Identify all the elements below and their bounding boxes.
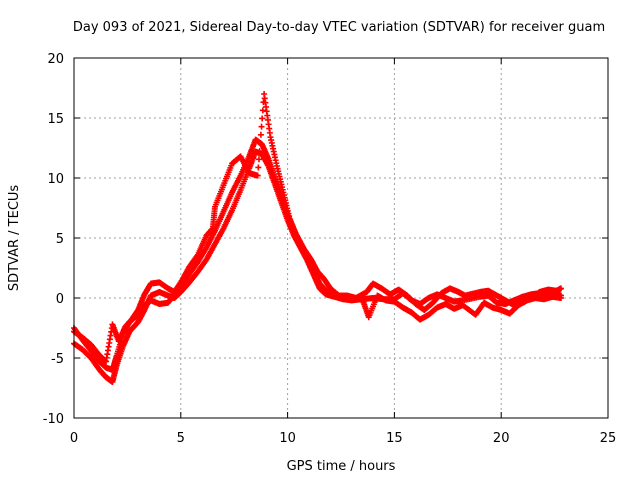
data-point [259,115,266,122]
data-point [558,285,565,292]
y-tick-label: 15 [47,112,64,127]
data-point [254,172,261,179]
data-point [558,295,565,301]
ticks-layer: 0 5 10 15 20 25 -10 -5 0 5 10 15 20 [43,52,617,446]
chart-title: Day 093 of 2021, Sidereal Day-to-day VTE… [73,20,605,35]
y-tick-label: 10 [47,172,64,187]
data-point [257,139,264,146]
y-tick-label: 20 [47,52,64,67]
x-tick-label: 15 [386,431,403,446]
y-tick-label: 0 [56,292,64,307]
data-point [256,148,263,155]
data-point [257,131,264,138]
grid-layer [74,58,608,418]
points-layer [71,91,565,385]
y-tick-label: -10 [43,412,64,427]
x-tick-label: 25 [600,431,617,446]
data-point [258,123,265,130]
x-tick-label: 0 [70,431,78,446]
x-tick-label: 5 [177,431,185,446]
data-point [255,156,262,163]
data-point [255,164,262,171]
data-point [259,107,266,114]
x-tick-label: 20 [493,431,510,446]
y-tick-label: -5 [51,352,64,367]
x-axis-label: GPS time / hours [287,459,396,474]
y-tick-label: 5 [56,232,64,247]
x-tick-label: 10 [279,431,296,446]
y-axis-label: SDTVAR / TECUs [7,185,22,292]
